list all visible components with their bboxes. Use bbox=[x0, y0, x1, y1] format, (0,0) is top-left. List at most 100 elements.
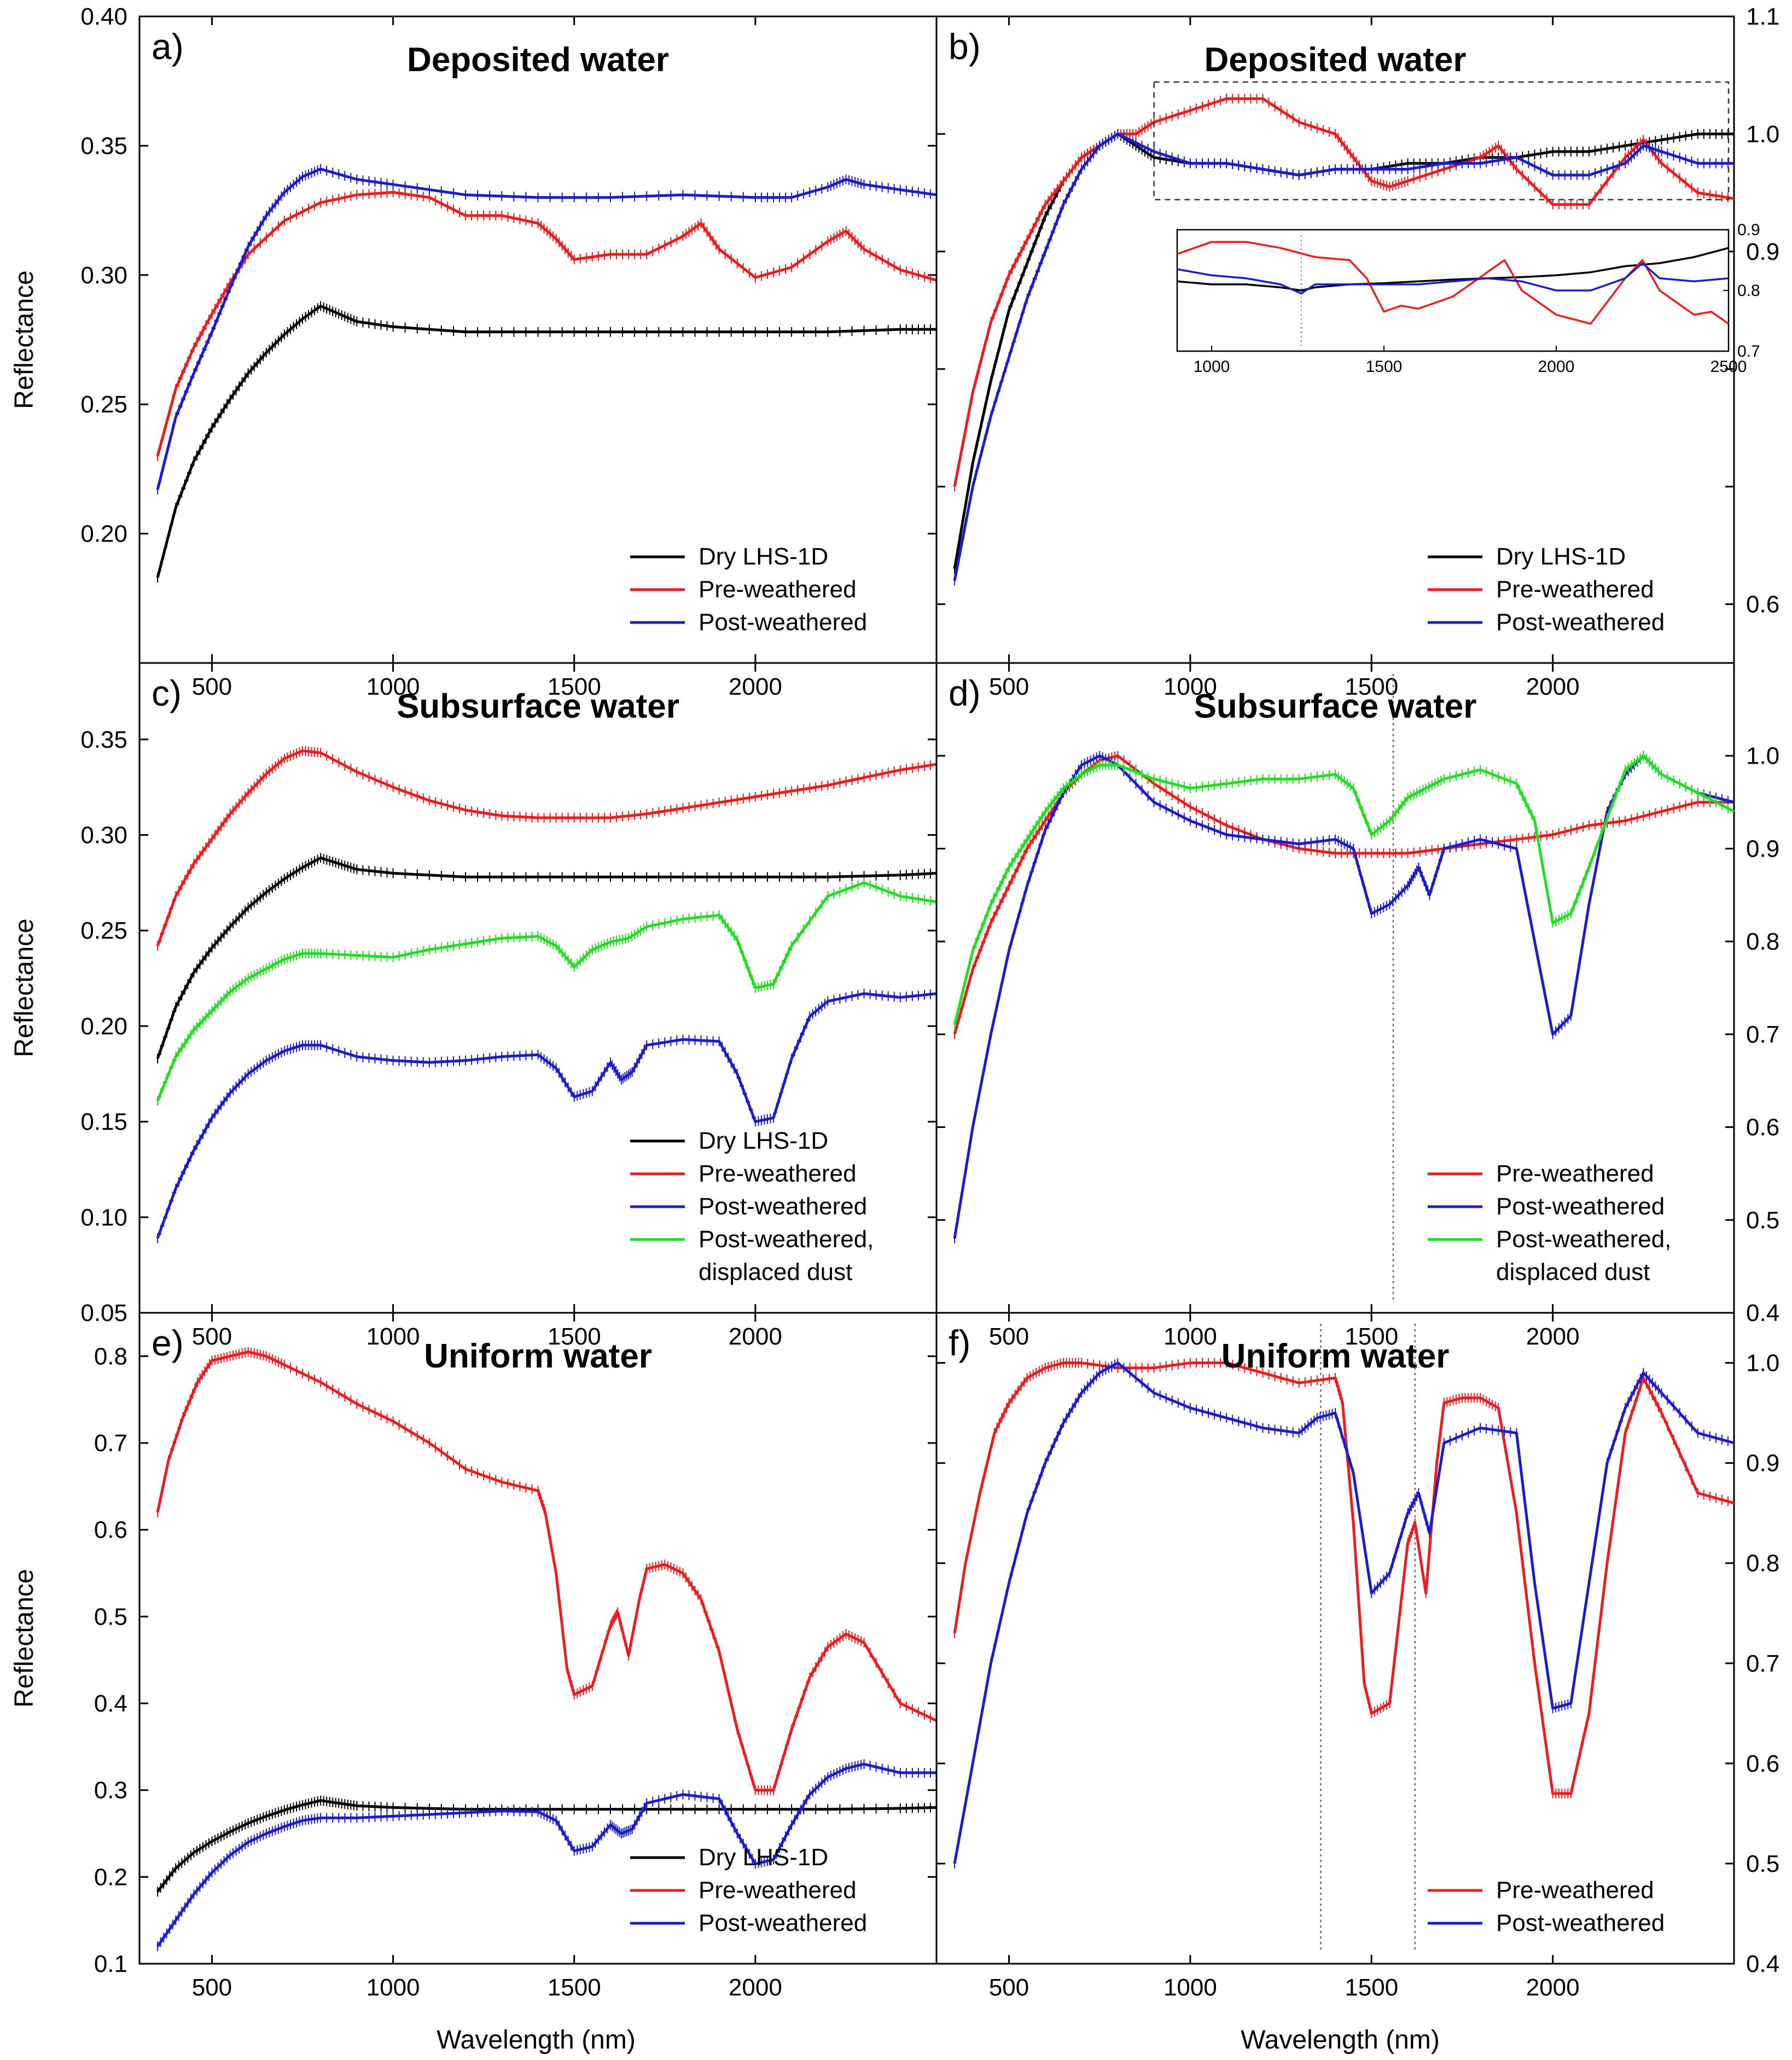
inset-x-tick-label: 1000 bbox=[1194, 358, 1230, 376]
legend-entry-text: Dry LHS-1D bbox=[699, 1127, 828, 1154]
legend-entry: Post-weathered bbox=[699, 1193, 867, 1220]
inset-series-line-ee1c1c bbox=[1177, 241, 1730, 325]
y-tick-label: 1.0 bbox=[1746, 121, 1779, 148]
y-tick-label: 0.4 bbox=[94, 1690, 127, 1717]
y-tick-label: 0.35 bbox=[80, 132, 127, 159]
panel-d: 500 1000 1500 2000 0.4 0.5 0.6 0.7 0.8 0.9 1.0 d) Su… bbox=[935, 662, 1779, 1350]
x-tick-label: 1000 bbox=[1163, 1323, 1217, 1350]
legend-entry: Post-weathered bbox=[1496, 1910, 1665, 1936]
x-tick-label: 500 bbox=[192, 673, 232, 700]
legend-entry-text: Dry LHS-1D bbox=[699, 543, 828, 570]
legend-entry-text: displaced dust bbox=[1496, 1259, 1650, 1285]
x-tick-label: 500 bbox=[989, 1323, 1029, 1350]
series-line-ee1c1c bbox=[953, 754, 1734, 1035]
legend-entry: Post-weathered bbox=[699, 1910, 867, 1936]
y-tick-label: 1.0 bbox=[1746, 1350, 1779, 1377]
y-tick-label: 1.1 bbox=[1746, 3, 1779, 30]
y-tick-label: 0.30 bbox=[80, 822, 127, 848]
plot-frame bbox=[935, 1312, 1735, 1965]
x-tick-label: 500 bbox=[989, 673, 1029, 700]
y-axis-title: Reflectance bbox=[10, 1569, 39, 1707]
y-tick-label: 0.05 bbox=[80, 1300, 127, 1326]
x-tick-label: 1500 bbox=[1345, 1974, 1398, 2001]
legend-entry-text: Dry LHS-1D bbox=[699, 1844, 828, 1871]
x-tick-label: 2000 bbox=[1526, 1974, 1580, 2001]
legend-entry-text: Pre-weathered bbox=[699, 576, 857, 603]
series-line-1c1ccc bbox=[156, 167, 937, 490]
y-tick-label: 0.7 bbox=[94, 1430, 127, 1457]
legend-entry: Post-weathered bbox=[1496, 1193, 1665, 1220]
legend-entry-text: Post-weathered, bbox=[1496, 1226, 1671, 1253]
series-line-000000 bbox=[156, 856, 937, 1060]
panel-b: 500 1000 1500 2000 0.6 0.9 1.0 1.1 b) Deposited w… bbox=[935, 3, 1779, 700]
y-tick-label: 0.8 bbox=[94, 1343, 127, 1370]
y-tick-label: 0.6 bbox=[1746, 1114, 1779, 1141]
x-tick-label: 1000 bbox=[366, 1323, 420, 1350]
legend-entry-text: Post-weathered bbox=[1496, 1193, 1665, 1220]
panel-title: Uniform water bbox=[1221, 1337, 1450, 1375]
x-tick-label: 1500 bbox=[1345, 673, 1398, 700]
legend-entry-text: Dry LHS-1D bbox=[1496, 543, 1626, 570]
y-tick-label: 0.20 bbox=[80, 521, 127, 548]
x-tick-label: 1500 bbox=[1345, 1323, 1398, 1350]
legend-entry: Pre-weathered bbox=[1496, 1160, 1654, 1187]
x-tick-label: 1000 bbox=[1163, 673, 1217, 700]
inset-frame bbox=[1176, 229, 1730, 352]
series-line-1c1ccc bbox=[953, 1361, 1735, 1864]
panel-a: 500 1000 1500 2000 0.20 0.25 0.30 0.35 0.40 Refle… bbox=[10, 3, 938, 700]
x-tick-label: 1500 bbox=[548, 673, 601, 700]
y-tick-label: 0.3 bbox=[94, 1777, 127, 1804]
legend-entry-text: Post-weathered bbox=[699, 1910, 867, 1936]
legend-entry-text: Post-weathered bbox=[699, 1193, 867, 1220]
legend-entry: Post-weathered bbox=[699, 609, 867, 636]
legend-entry-text: Pre-weathered bbox=[699, 1160, 857, 1187]
y-tick-label: 0.5 bbox=[1746, 1850, 1779, 1877]
y-axis-title: Reflectance bbox=[10, 270, 39, 409]
series-line-1c1ccc bbox=[953, 132, 1734, 581]
legend-entry: Pre-weathered bbox=[699, 1877, 857, 1904]
series-line-22dd22 bbox=[953, 754, 1735, 1026]
y-tick-label: 0.6 bbox=[94, 1517, 127, 1544]
panel-label: b) bbox=[949, 26, 981, 67]
panel-label: c) bbox=[152, 673, 182, 713]
series-line-000000 bbox=[156, 305, 936, 578]
x-tick-label: 1500 bbox=[548, 1323, 601, 1350]
x-tick-label: 2000 bbox=[729, 673, 782, 700]
y-tick-label: 0.2 bbox=[94, 1864, 127, 1890]
y-tick-label: 0.6 bbox=[1746, 591, 1779, 618]
x-tick-label: 1000 bbox=[366, 673, 420, 700]
panel-c: 500 1000 1500 2000 0.05 0.10 0.15 0.20 0.25 0.30 0… bbox=[10, 662, 938, 1350]
legend-entry: Post-weathered bbox=[1496, 609, 1665, 636]
legend-entry-text: Pre-weathered bbox=[1496, 576, 1654, 603]
y-tick-label: 0.15 bbox=[80, 1109, 127, 1136]
series-line-ee1c1c bbox=[156, 1350, 938, 1792]
legend-entry-text: Post-weathered, bbox=[699, 1226, 874, 1253]
panel-title: Subsurface water bbox=[1194, 688, 1477, 725]
inset-x-tick-label: 1500 bbox=[1366, 358, 1403, 376]
x-tick-label: 2000 bbox=[729, 1974, 782, 2001]
y-tick-label: 0.40 bbox=[80, 3, 127, 30]
y-tick-label: 0.4 bbox=[1746, 1300, 1779, 1326]
y-tick-label: 0.7 bbox=[1746, 1650, 1779, 1677]
zoom-region-box bbox=[1153, 81, 1730, 201]
series-line-22dd22 bbox=[156, 881, 937, 1102]
y-tick-label: 0.6 bbox=[1746, 1750, 1779, 1777]
inset-y-tick-label: 0.7 bbox=[1737, 342, 1760, 360]
x-tick-label: 500 bbox=[192, 1974, 232, 2001]
inset-x-tick-label: 2500 bbox=[1710, 358, 1747, 376]
legend-entry: Dry LHS-1D bbox=[699, 543, 828, 570]
y-tick-label: 1.0 bbox=[1746, 743, 1779, 770]
legend-entry: Dry LHS-1D bbox=[1496, 543, 1626, 570]
legend-entry-text: Post-weathered bbox=[1496, 1910, 1665, 1936]
y-tick-label: 0.9 bbox=[1746, 835, 1779, 862]
inset-x-tick-label: 2000 bbox=[1538, 358, 1575, 376]
y-tick-label: 0.1 bbox=[94, 1951, 127, 1977]
panel-e: 500 1000 1500 2000 0.1 0.2 0.3 0.4 0.5 0.6 0.7 0.8 R… bbox=[10, 1312, 938, 2001]
y-tick-label: 0.25 bbox=[80, 391, 127, 418]
panel-label: f) bbox=[949, 1323, 970, 1363]
y-tick-label: 0.7 bbox=[1746, 1021, 1779, 1048]
panel-title: Uniform water bbox=[424, 1337, 652, 1375]
y-tick-label: 0.8 bbox=[1746, 1550, 1779, 1577]
y-tick-label: 0.25 bbox=[80, 917, 127, 944]
y-axis-title: Reflectance bbox=[10, 918, 39, 1057]
